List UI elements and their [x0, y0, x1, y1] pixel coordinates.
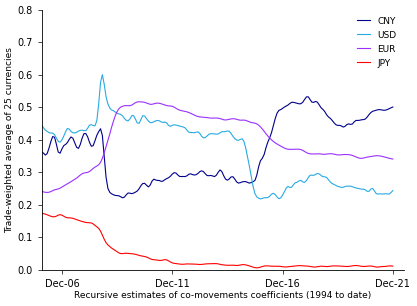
Line: CNY: CNY: [0, 97, 393, 198]
Line: USD: USD: [0, 75, 393, 199]
Legend: CNY, USD, EUR, JPY: CNY, USD, EUR, JPY: [354, 14, 399, 70]
Line: EUR: EUR: [0, 102, 393, 195]
X-axis label: Recursive estimates of co-movements coefficients (1994 to date): Recursive estimates of co-movements coef…: [74, 291, 372, 300]
Line: JPY: JPY: [0, 213, 393, 268]
Y-axis label: Trade-weighted average of 25 currencies: Trade-weighted average of 25 currencies: [5, 47, 15, 233]
